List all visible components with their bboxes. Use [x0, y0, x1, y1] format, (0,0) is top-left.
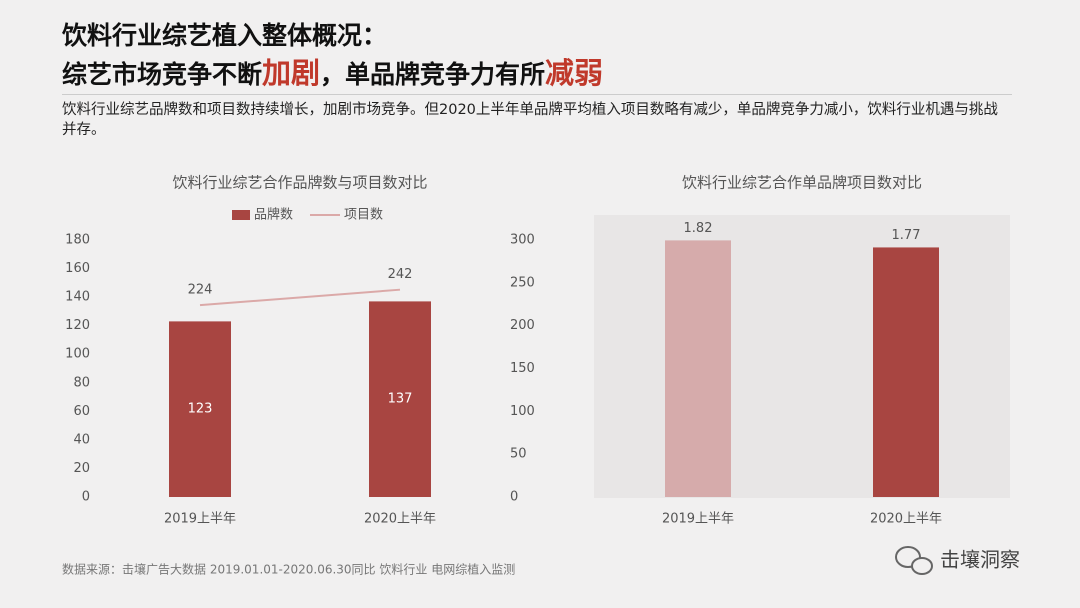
y-tick-label: 0	[82, 490, 90, 505]
chart-title: 饮料行业综艺合作单品牌项目数对比	[682, 174, 922, 192]
title-text: 综艺市场竞争不断	[62, 60, 263, 89]
y-tick-label: 160	[65, 261, 90, 276]
line-series	[199, 288, 401, 307]
y2-tick-label: 100	[510, 404, 535, 419]
bar	[369, 301, 431, 497]
description: 饮料行业综艺品牌数和项目数持续增长，加剧市场竞争。但2020上半年单品牌平均植入…	[62, 102, 998, 138]
y-tick-label: 80	[73, 375, 90, 390]
x-tick-label: 2020上半年	[364, 512, 436, 527]
title-highlight: 加剧	[262, 56, 321, 90]
y-tick-label: 20	[73, 461, 90, 476]
brand-logo	[895, 546, 933, 575]
y2-tick-label: 200	[510, 318, 535, 333]
y-tick-label: 180	[65, 233, 90, 248]
title-text: ，单品牌竞争力有所	[320, 60, 546, 89]
source-note: 数据来源：击壤广告大数据 2019.01.01-2020.06.30同比 饮料行…	[62, 562, 515, 577]
legend-swatch	[232, 210, 250, 220]
y2-tick-label: 150	[510, 361, 535, 376]
y2-tick-label: 300	[510, 233, 535, 248]
brand-name: 击壤洞察	[940, 548, 1020, 572]
chart-title: 饮料行业综艺合作品牌数与项目数对比	[172, 174, 427, 192]
bar-value-label: 1.82	[684, 221, 713, 236]
title-line-2: 综艺市场竞争不断加剧，单品牌竞争力有所减弱	[62, 50, 603, 92]
legend-label: 项目数	[344, 208, 383, 223]
title-line-1: 饮料行业综艺植入整体概况：	[62, 21, 388, 50]
y-tick-label: 60	[73, 404, 90, 419]
bar	[169, 321, 231, 497]
line-value-label: 224	[188, 283, 213, 298]
x-tick-label: 2020上半年	[870, 512, 942, 527]
y-tick-label: 100	[65, 347, 90, 362]
x-tick-label: 2019上半年	[662, 512, 734, 527]
bar-value-label: 1.77	[892, 228, 921, 243]
bar-value-label: 123	[188, 402, 213, 417]
y2-tick-label: 0	[510, 490, 518, 505]
y-tick-label: 40	[73, 432, 90, 447]
title-highlight: 减弱	[545, 56, 604, 90]
y2-tick-label: 250	[510, 275, 535, 290]
bar-value-label: 137	[388, 392, 413, 407]
bar	[665, 240, 731, 497]
legend-label: 品牌数	[254, 207, 293, 223]
y-tick-label: 140	[65, 290, 90, 305]
x-tick-label: 2019上半年	[164, 512, 236, 527]
y-tick-label: 120	[65, 318, 90, 333]
chart-panel	[594, 215, 1010, 498]
divider	[62, 94, 1012, 95]
bar	[873, 247, 939, 497]
line-value-label: 242	[388, 267, 413, 282]
y2-tick-label: 50	[510, 447, 527, 462]
